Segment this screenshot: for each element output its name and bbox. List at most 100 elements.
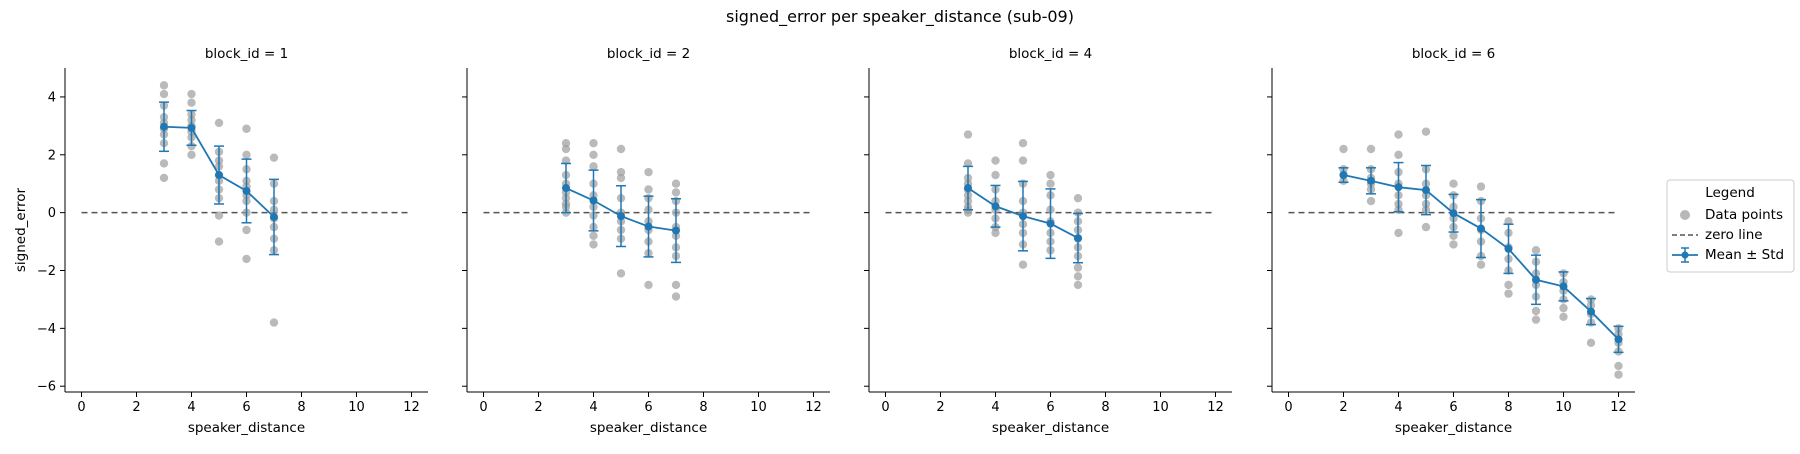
x-tick-label: 8	[1101, 400, 1109, 415]
data-point	[187, 89, 196, 99]
legend-marker-mean-std	[1672, 247, 1698, 263]
data-point	[1476, 182, 1486, 191]
data-point	[214, 211, 224, 220]
data-point	[991, 156, 1000, 165]
data-point	[616, 144, 626, 154]
mean-marker	[644, 222, 653, 231]
data-point	[561, 144, 571, 154]
x-tick-label: 10	[1555, 400, 1572, 415]
mean-marker	[1559, 282, 1568, 291]
data-point	[1046, 170, 1055, 180]
y-tick-label: −2	[37, 264, 56, 279]
subplot-title: block_id = 2	[607, 46, 690, 62]
x-tick-label: 12	[805, 400, 822, 415]
x-tick-label: 2	[936, 400, 944, 415]
mean-marker	[991, 202, 1000, 211]
data-point	[616, 167, 626, 177]
data-point	[644, 185, 653, 194]
data-point	[269, 318, 279, 327]
mean-marker	[1019, 212, 1027, 221]
data-point	[589, 162, 598, 171]
data-point	[589, 231, 598, 240]
x-axis-label: speaker_distance	[1395, 420, 1512, 436]
x-tick-label: 6	[1046, 400, 1054, 415]
data-point	[561, 139, 571, 148]
data-point	[1476, 260, 1486, 269]
mean-marker	[617, 212, 625, 221]
data-point	[1559, 312, 1568, 321]
mean-marker	[160, 122, 168, 131]
data-point	[589, 139, 598, 148]
subplot-1: block_id = 1 0 2 4 6 8 10 12 −6 −4 −2 0 2 4 speaker_di…	[13, 46, 428, 436]
data-point	[963, 159, 973, 168]
mean-marker	[1422, 186, 1430, 195]
data-point	[1449, 240, 1458, 249]
mean-marker	[1614, 335, 1623, 344]
data-point	[214, 237, 224, 246]
data-point	[991, 228, 1000, 238]
data-point	[242, 150, 251, 159]
x-tick-label: 12	[1207, 400, 1224, 415]
data-point	[561, 156, 571, 165]
mean-marker	[1394, 183, 1403, 192]
data-point	[159, 173, 169, 183]
x-tick-label: 6	[1449, 400, 1457, 415]
subplot-panels: block_id = 1 0 2 4 6 8 10 12 −6 −4 −2 0 2 4 speaker_di…	[13, 46, 1635, 436]
legend-label-zero-line: zero line	[1705, 227, 1763, 243]
data-point	[589, 150, 598, 159]
data-point	[187, 150, 196, 159]
x-tick-label: 8	[297, 400, 305, 415]
figure-suptitle: signed_error per speaker_distance (sub-0…	[726, 7, 1074, 27]
data-point	[187, 98, 196, 107]
x-tick-label: 10	[750, 400, 767, 415]
data-point	[1531, 315, 1541, 324]
data-point	[159, 159, 169, 168]
legend-marker-data-points	[1680, 210, 1690, 220]
data-point	[1339, 144, 1348, 154]
mean-marker	[215, 171, 223, 180]
data-point	[1421, 127, 1431, 136]
data-point	[644, 280, 653, 290]
data-point	[1366, 144, 1376, 154]
data-point	[671, 188, 681, 197]
mean-marker	[187, 123, 196, 132]
x-tick-label: 2	[1339, 400, 1347, 415]
mean-marker	[1587, 307, 1595, 316]
data-point	[242, 124, 251, 133]
legend: Legend Data points zero line Mean ± Std	[1666, 179, 1795, 273]
mean-marker	[1504, 244, 1513, 253]
x-tick-label: 4	[1394, 400, 1402, 415]
y-tick-label: −4	[37, 322, 56, 337]
data-point	[1073, 263, 1083, 272]
data-point	[159, 81, 169, 90]
data-point	[1073, 193, 1083, 203]
mean-marker	[589, 196, 598, 205]
data-point	[187, 141, 196, 151]
x-axis-label: speaker_distance	[188, 420, 305, 436]
legend-frame	[1666, 179, 1795, 273]
x-tick-label: 12	[1610, 400, 1627, 415]
y-axis-label: signed_error	[13, 187, 29, 272]
subplot-title: block_id = 4	[1009, 46, 1092, 62]
data-point	[1394, 228, 1403, 238]
y-tick-label: 2	[48, 148, 56, 163]
data-point	[1018, 156, 1028, 165]
y-tick-label: −6	[37, 380, 56, 395]
x-tick-label: 6	[242, 400, 250, 415]
data-point	[1504, 289, 1513, 298]
y-tick-label: 4	[48, 90, 56, 105]
data-point	[644, 167, 653, 177]
x-tick-label: 12	[403, 400, 420, 415]
data-point	[242, 254, 251, 264]
mean-marker	[1367, 176, 1375, 185]
data-point	[671, 280, 681, 290]
data-point	[1586, 338, 1596, 348]
x-tick-label: 10	[1152, 400, 1169, 415]
subplot-title: block_id = 6	[1412, 46, 1495, 62]
data-point	[214, 118, 224, 128]
data-point	[1504, 280, 1513, 290]
x-tick-label: 4	[589, 400, 597, 415]
mean-marker	[1074, 234, 1082, 243]
